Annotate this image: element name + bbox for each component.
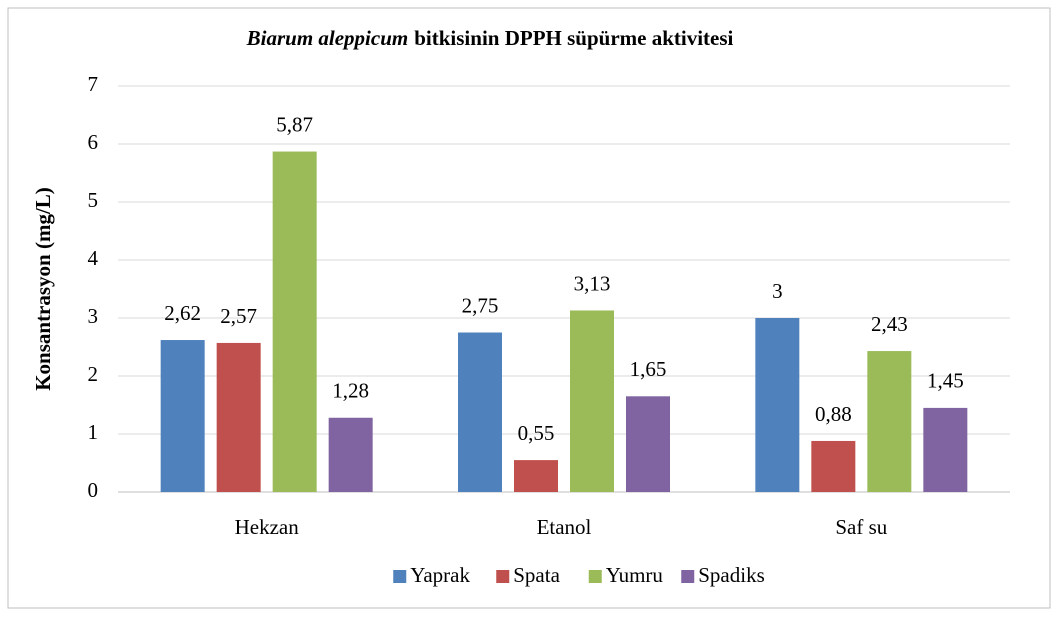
x-tick-label: Saf su (835, 515, 887, 539)
bar (811, 440, 856, 492)
bar (216, 342, 261, 492)
value-label: 1,45 (927, 369, 964, 393)
value-label: 2,43 (871, 312, 908, 336)
y-tick-label: 7 (88, 72, 99, 96)
title-bold: bitkisinin DPPH süpürme aktivitesi (414, 26, 733, 50)
value-label: 2,62 (164, 301, 201, 325)
value-label: 0,55 (518, 421, 555, 445)
bar (570, 310, 614, 492)
legend-swatch (681, 570, 695, 583)
x-tick-label: Etanol (537, 515, 592, 539)
y-tick-label: 3 (88, 304, 99, 328)
legend-swatch (496, 570, 510, 583)
legend-label: Yaprak (410, 563, 470, 587)
bar (755, 318, 800, 492)
value-label: 2,75 (462, 293, 499, 317)
legend-label: Yumru (606, 563, 664, 587)
x-tick-label: Hekzan (235, 515, 300, 539)
y-tick-label: 1 (88, 420, 99, 444)
y-tick-label: 0 (88, 478, 99, 502)
value-label: 1,65 (630, 357, 667, 381)
bar (923, 407, 968, 492)
title-italic: Biarum aleppicum (246, 26, 409, 50)
value-label: 3,13 (574, 271, 611, 295)
value-label: 0,88 (815, 402, 852, 426)
legend-swatch (588, 570, 602, 583)
legend-label: Spadiks (698, 563, 765, 587)
value-label: 5,87 (276, 112, 313, 136)
y-tick-label: 6 (88, 130, 99, 154)
value-label: 1,28 (332, 379, 369, 403)
legend-label: Spata (513, 563, 560, 587)
bar (867, 351, 912, 492)
bar (328, 417, 373, 492)
y-axis-label: Konsantrasyon (mg/L) (31, 187, 55, 391)
bar (626, 396, 670, 492)
y-tick-label: 5 (88, 188, 99, 212)
bar (514, 460, 558, 492)
bar (160, 340, 205, 492)
legend-swatch (393, 570, 407, 583)
value-label: 2,57 (220, 304, 257, 328)
chart-title: Biarum aleppicum bitkisinin DPPH süpürme … (246, 26, 734, 50)
y-tick-label: 2 (88, 362, 99, 386)
bar (458, 332, 502, 492)
bar (272, 151, 317, 493)
y-tick-label: 4 (88, 246, 99, 270)
value-label: 3 (772, 279, 783, 303)
chart-border (7, 7, 1051, 609)
